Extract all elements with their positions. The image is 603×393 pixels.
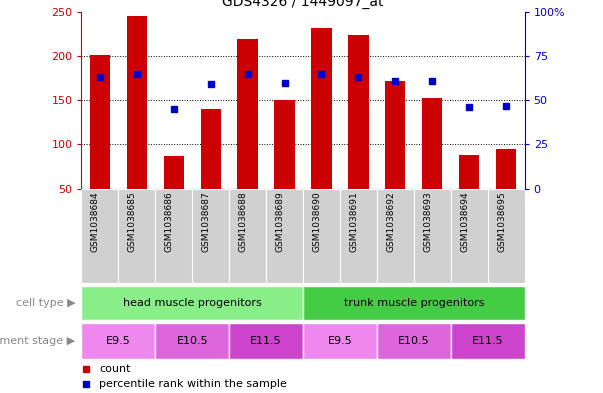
Text: percentile rank within the sample: percentile rank within the sample (99, 378, 287, 389)
Text: GSM1038684: GSM1038684 (91, 191, 100, 252)
Bar (303, 286, 525, 320)
Text: GSM1038687: GSM1038687 (201, 191, 210, 252)
Bar (496, 149, 516, 189)
Text: GSM1038685: GSM1038685 (128, 191, 137, 252)
Bar (81, 189, 118, 283)
Bar (311, 28, 332, 189)
Text: GSM1038689: GSM1038689 (276, 191, 285, 252)
Text: head muscle progenitors: head muscle progenitors (123, 298, 262, 308)
Text: E10.5: E10.5 (177, 336, 208, 346)
Bar (238, 39, 257, 189)
Title: GDS4326 / 1449097_at: GDS4326 / 1449097_at (223, 0, 384, 9)
Bar (81, 323, 156, 359)
Bar (274, 100, 295, 189)
Bar (459, 155, 479, 189)
Bar (488, 189, 525, 283)
Bar (229, 189, 266, 283)
Bar (266, 189, 303, 283)
Text: GSM1038691: GSM1038691 (349, 191, 358, 252)
Bar (377, 323, 451, 359)
Text: GSM1038686: GSM1038686 (165, 191, 174, 252)
Bar (303, 189, 340, 283)
Bar (422, 98, 443, 189)
Text: GSM1038688: GSM1038688 (239, 191, 248, 252)
Text: E9.5: E9.5 (106, 336, 131, 346)
Bar (118, 189, 156, 283)
Bar (163, 156, 184, 189)
Text: GSM1038694: GSM1038694 (460, 191, 469, 252)
Bar (377, 189, 414, 283)
Bar (451, 189, 488, 283)
Text: development stage ▶: development stage ▶ (0, 336, 75, 346)
Bar (127, 16, 147, 189)
Bar (156, 323, 229, 359)
Text: E10.5: E10.5 (398, 336, 429, 346)
Text: count: count (99, 364, 131, 374)
Text: GSM1038690: GSM1038690 (312, 191, 321, 252)
Bar (451, 323, 525, 359)
Bar (340, 189, 377, 283)
Bar (303, 323, 377, 359)
Bar (385, 81, 405, 189)
Bar (349, 35, 368, 189)
Text: E11.5: E11.5 (472, 336, 504, 346)
Bar (229, 323, 303, 359)
Text: GSM1038695: GSM1038695 (497, 191, 506, 252)
Bar (192, 189, 229, 283)
Text: E9.5: E9.5 (327, 336, 352, 346)
Text: GSM1038692: GSM1038692 (387, 191, 396, 252)
Text: E11.5: E11.5 (250, 336, 282, 346)
Bar (201, 109, 221, 189)
Text: GSM1038693: GSM1038693 (423, 191, 432, 252)
Bar (156, 189, 192, 283)
Bar (81, 286, 303, 320)
Text: cell type ▶: cell type ▶ (16, 298, 75, 308)
Bar (90, 55, 110, 189)
Text: trunk muscle progenitors: trunk muscle progenitors (344, 298, 484, 308)
Bar (414, 189, 451, 283)
